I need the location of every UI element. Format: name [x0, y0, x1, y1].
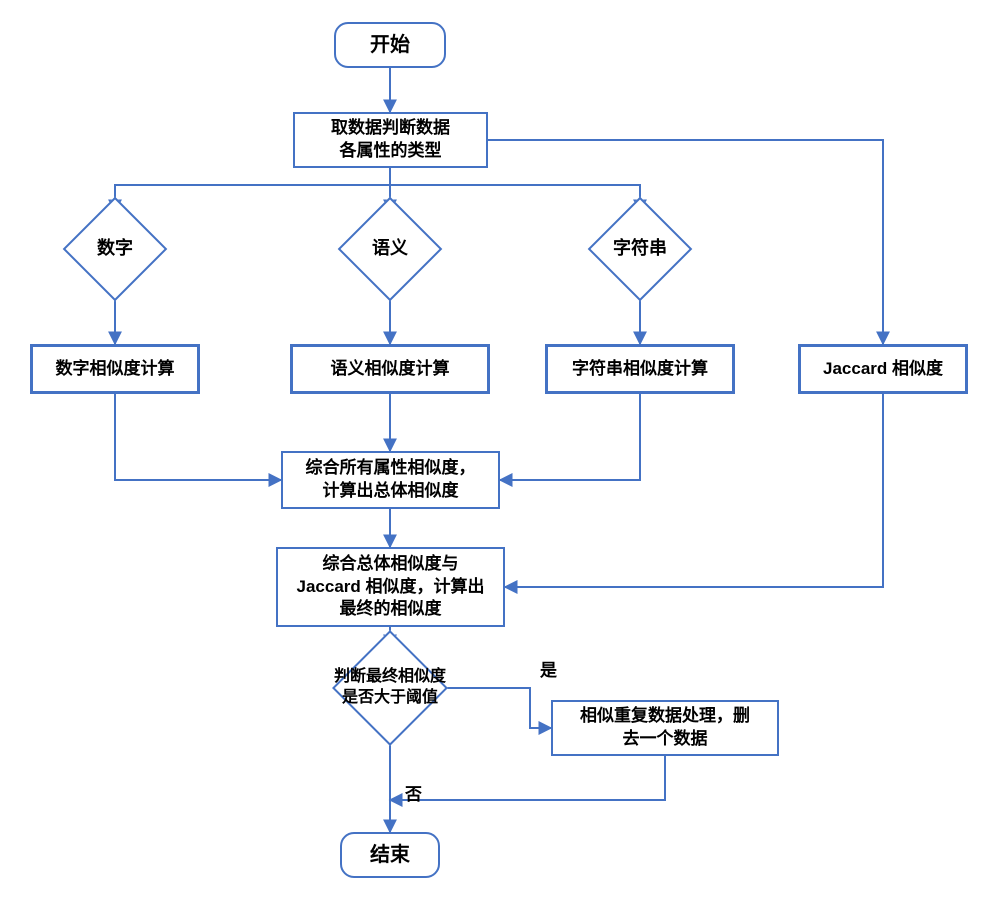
- node-combine-attributes: 综合所有属性相似度， 计算出总体相似度: [281, 451, 500, 509]
- node-calc-semantic-similarity: 语义相似度计算: [290, 344, 490, 394]
- node-calc-semantic-label: 语义相似度计算: [331, 358, 450, 381]
- node-decision-threshold: 判断最终相似度 是否大于阈值: [349, 647, 431, 729]
- node-dedup: 相似重复数据处理，删 去一个数据: [551, 700, 779, 756]
- node-decision-string-label: 字符串: [563, 212, 717, 286]
- node-combine-final-label: 综合总体相似度与 Jaccard 相似度，计算出 最终的相似度: [297, 553, 485, 622]
- node-calc-string-similarity: 字符串相似度计算: [545, 344, 735, 394]
- flowchart-canvas: 开始 取数据判断数据 各属性的类型 数字 语义 字符串 数字相似度计算 语义相似…: [0, 0, 1000, 911]
- node-dedup-label: 相似重复数据处理，删 去一个数据: [580, 705, 750, 751]
- node-start-label: 开始: [370, 32, 410, 59]
- node-calc-number-label: 数字相似度计算: [56, 358, 175, 381]
- node-end: 结束: [340, 832, 440, 878]
- node-decision-number-label: 数字: [38, 212, 192, 286]
- node-start: 开始: [334, 22, 446, 68]
- edge-label-no: 否: [405, 780, 422, 805]
- node-calc-string-label: 字符串相似度计算: [572, 358, 708, 381]
- node-jaccard-label: Jaccard 相似度: [823, 358, 943, 381]
- node-fetch-data-label: 取数据判断数据 各属性的类型: [331, 117, 450, 163]
- node-jaccard-similarity: Jaccard 相似度: [798, 344, 968, 394]
- node-decision-semantic: 语义: [353, 212, 427, 286]
- node-combine-final: 综合总体相似度与 Jaccard 相似度，计算出 最终的相似度: [276, 547, 505, 627]
- node-fetch-data: 取数据判断数据 各属性的类型: [293, 112, 488, 168]
- node-end-label: 结束: [370, 842, 410, 869]
- edges-layer: [0, 0, 1000, 911]
- node-decision-string: 字符串: [603, 212, 677, 286]
- node-calc-number-similarity: 数字相似度计算: [30, 344, 200, 394]
- node-decision-number: 数字: [78, 212, 152, 286]
- edge-label-yes: 是: [540, 656, 557, 681]
- node-decision-semantic-label: 语义: [313, 212, 467, 286]
- node-combine-attributes-label: 综合所有属性相似度， 计算出总体相似度: [306, 457, 476, 503]
- node-decision-threshold-label: 判断最终相似度 是否大于阈值: [309, 647, 471, 729]
